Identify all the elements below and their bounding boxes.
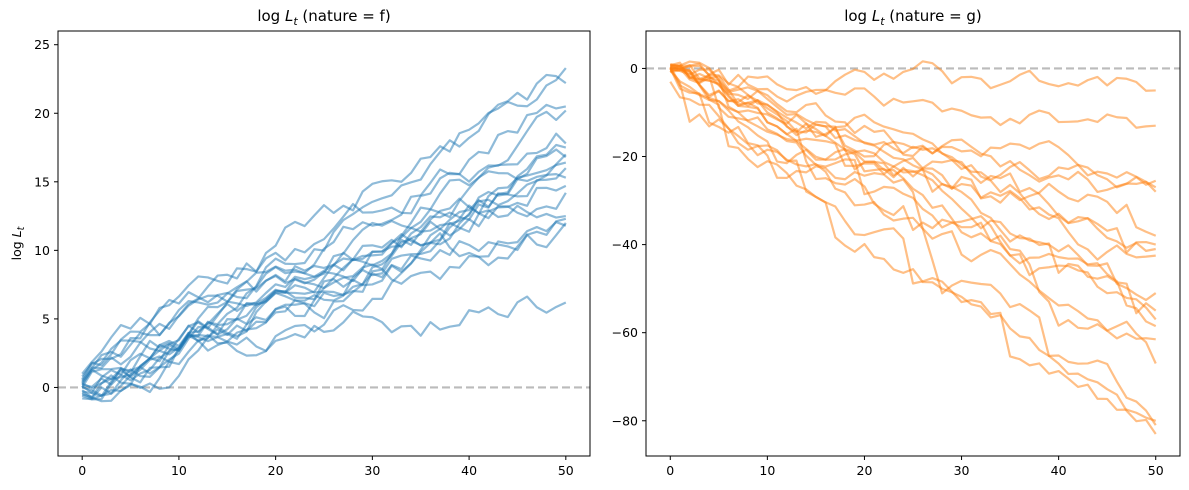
- x-tick-label: 20: [857, 463, 873, 478]
- series-line-8: [81, 148, 567, 380]
- x-tick-label: 30: [954, 463, 970, 478]
- axes-frame: [645, 30, 1181, 457]
- series-line-14: [81, 197, 566, 397]
- series-line-4: [81, 109, 567, 384]
- y-tick-label: −60: [612, 325, 638, 340]
- series-line-9: [81, 161, 567, 403]
- chart-title: log Lt (nature = f): [257, 7, 390, 28]
- x-tick-label: 0: [78, 463, 86, 478]
- series-line-1: [670, 60, 1156, 95]
- y-tick-label: 5: [42, 311, 50, 326]
- series-line-15: [669, 67, 1157, 364]
- x-tick-label: 40: [461, 463, 477, 478]
- series-line-2: [670, 62, 1156, 129]
- x-tick-label: 40: [1051, 463, 1067, 478]
- series-line-8: [670, 68, 1156, 252]
- series-line-16: [670, 68, 1157, 422]
- series-line-11: [81, 173, 567, 400]
- series-line-13: [81, 192, 567, 401]
- series-line-3: [81, 103, 567, 382]
- x-tick-label: 50: [1148, 463, 1164, 478]
- series-group: [81, 67, 567, 403]
- y-tick-label: 15: [34, 174, 50, 189]
- axes-frame: [57, 30, 591, 457]
- y-tick-label: 20: [34, 106, 50, 121]
- x-tick-label: 30: [364, 463, 380, 478]
- series-line-15: [81, 217, 567, 399]
- y-tick-label: −20: [612, 149, 638, 164]
- y-axis-label: log Lt: [9, 225, 27, 260]
- y-tick-label: 10: [34, 243, 50, 258]
- y-tick-label: 25: [34, 37, 50, 52]
- series-line-16: [81, 222, 567, 388]
- series-line-6: [670, 62, 1157, 237]
- y-tick-label: −80: [612, 413, 638, 428]
- x-tick-label: 0: [666, 463, 674, 478]
- chart-panel-2: 0 10 20 30 40 50 0 −20 −40 −60 −80 log Lt (nature =…: [612, 7, 1181, 478]
- series-line-18: [669, 81, 1157, 435]
- y-tick-label: 0: [42, 380, 50, 395]
- x-tick-label: 10: [759, 463, 775, 478]
- series-line-13: [670, 65, 1157, 328]
- x-tick-label: 50: [558, 463, 574, 478]
- series-line-7: [670, 66, 1157, 254]
- y-tick-label: −40: [612, 237, 638, 252]
- series-line-18: [82, 295, 567, 398]
- series-line-17: [82, 220, 567, 401]
- y-tick-label: 0: [630, 61, 638, 76]
- chart-panel-1: 0 10 20 30 40 50 0 5 10 15 20 25 log Lt (nature = f)…: [9, 7, 591, 478]
- series-line-12: [670, 64, 1157, 321]
- x-tick-label: 10: [171, 463, 187, 478]
- series-line-14: [669, 61, 1156, 341]
- series-group: [669, 60, 1157, 435]
- x-tick-label: 20: [268, 463, 284, 478]
- chart-title: log Lt (nature = g): [844, 7, 982, 28]
- series-line-9: [670, 60, 1156, 261]
